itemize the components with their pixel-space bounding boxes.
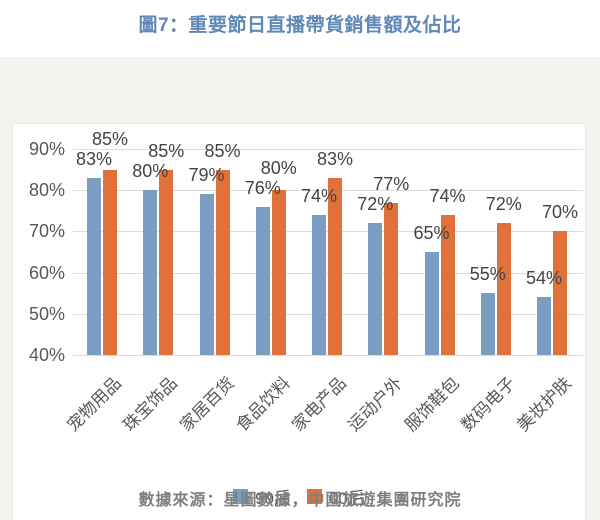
legend-label-90后: 90后 — [255, 489, 291, 508]
x-category-label-珠宝饰品: 珠宝饰品 — [119, 373, 182, 436]
bar-00后-数码电子 — [496, 223, 511, 355]
data-label-00后-数码电子: 72% — [485, 194, 522, 215]
data-label-00后-食品饮料: 80% — [260, 157, 297, 178]
data-label-00后-珠宝饰品: 85% — [148, 140, 185, 161]
bar-90后-数码电子 — [480, 293, 495, 355]
gridline — [73, 149, 583, 150]
data-label-90后-服饰鞋包: 65% — [413, 223, 450, 243]
x-category-label-服饰鞋包: 服饰鞋包 — [400, 373, 463, 436]
legend-label-00后: 00后 — [329, 489, 365, 508]
bar-00后-家电产品 — [328, 177, 342, 355]
chart-panel: 90% 80% 70% 60% 50% 40% 83% 85% 宠物用品 80% 85% 珠宝饰品 79… — [12, 123, 586, 520]
bar-90后-家电产品 — [312, 214, 326, 355]
bar-90后-宠物用品 — [87, 177, 101, 355]
legend-item-00后: 00后 — [307, 484, 365, 509]
data-label-00后-美妆护肤: 70% — [541, 202, 579, 223]
y-axis-tick-label: 50% — [28, 303, 65, 324]
gridline — [73, 355, 583, 356]
bar-90后-家居百货 — [199, 194, 214, 355]
bar-00后-美妆护肤 — [553, 231, 567, 355]
data-label-90后-运动户外: 72% — [357, 194, 394, 215]
bar-90后-运动户外 — [368, 223, 383, 355]
chart-title: 圖7：重要節日直播帶貨銷售額及佔比 — [138, 15, 462, 36]
data-label-90后-食品饮料: 76% — [244, 177, 281, 198]
data-label-00后-运动户外: 77% — [373, 173, 410, 194]
bar-00后-家居百货 — [215, 169, 230, 355]
y-axis-tick-label: 60% — [28, 262, 65, 283]
bar-chart-plot-area: 90% 80% 70% 60% 50% 40% 83% 85% 宠物用品 80% 85% 珠宝饰品 79… — [13, 124, 585, 520]
bar-90后-食品饮料 — [255, 206, 270, 355]
x-category-label-家居百货: 家居百货 — [175, 373, 238, 436]
legend-item-90后: 90后 — [233, 484, 291, 509]
data-label-00后-宠物用品: 85% — [91, 128, 129, 149]
legend-swatch-00后 — [307, 489, 322, 504]
bar-00后-珠宝饰品 — [159, 169, 174, 355]
x-category-label-食品饮料: 食品饮料 — [232, 373, 294, 436]
bar-90后-美妆护肤 — [537, 297, 551, 355]
data-label-90后-美妆护肤: 54% — [525, 268, 563, 289]
bar-00后-运动户外 — [384, 202, 399, 355]
data-label-90后-宠物用品: 83% — [75, 148, 113, 169]
x-category-label-家电产品: 家电产品 — [288, 373, 350, 436]
x-category-label-数码电子: 数码电子 — [457, 373, 519, 436]
y-axis-tick-label: 90% — [28, 139, 65, 159]
data-label-00后-家居百货: 85% — [204, 140, 241, 161]
legend-swatch-90后 — [233, 489, 249, 504]
y-axis-tick-label: 80% — [28, 180, 65, 201]
chart-legend: 90后 00后 — [13, 484, 585, 509]
bar-90后-珠宝饰品 — [143, 190, 158, 355]
y-axis-tick-label: 70% — [28, 221, 65, 242]
data-label-90后-珠宝饰品: 80% — [132, 161, 169, 182]
bar-00后-食品饮料 — [271, 190, 286, 355]
data-label-90后-数码电子: 55% — [469, 264, 506, 285]
chart-section-background: 90% 80% 70% 60% 50% 40% 83% 85% 宠物用品 80% 85% 珠宝饰品 79… — [0, 57, 600, 520]
bar-90后-服饰鞋包 — [424, 252, 439, 355]
data-label-00后-服饰鞋包: 74% — [429, 185, 466, 206]
data-source-note: 數據來源：星圖數據，中國旅遊集團研究院 — [138, 492, 462, 509]
bar-00后-宠物用品 — [103, 169, 117, 355]
x-category-label-运动户外: 运动户外 — [344, 373, 407, 436]
data-label-00后-家电产品: 83% — [316, 148, 354, 169]
data-label-90后-家居百货: 79% — [188, 165, 225, 186]
x-category-label-宠物用品: 宠物用品 — [63, 373, 125, 436]
bar-00后-服饰鞋包 — [440, 214, 455, 355]
y-axis-tick-label: 40% — [28, 345, 65, 365]
data-label-90后-家电产品: 74% — [300, 185, 338, 206]
x-category-label-美妆护肤: 美妆护肤 — [513, 373, 575, 436]
